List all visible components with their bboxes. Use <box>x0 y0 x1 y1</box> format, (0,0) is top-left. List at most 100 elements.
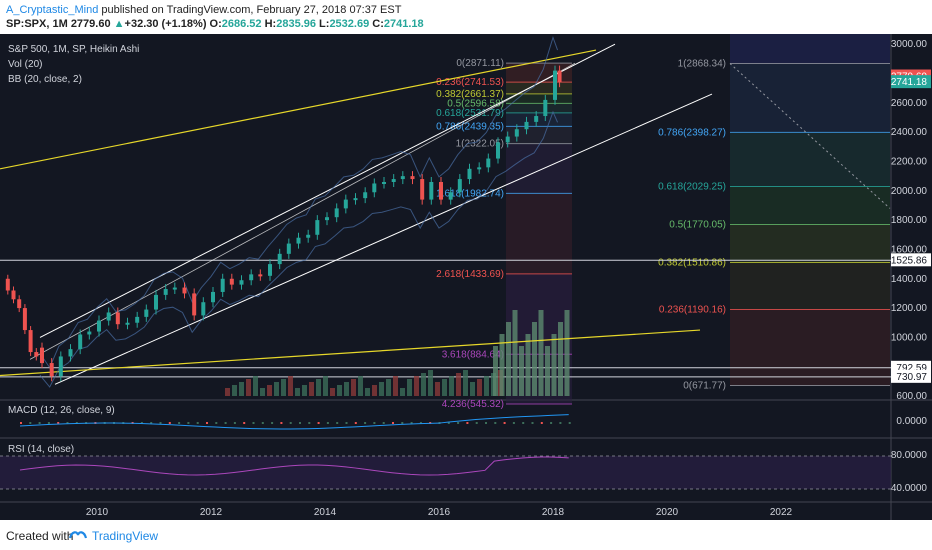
macd-histogram-bar <box>419 422 422 424</box>
candle-body <box>486 158 491 168</box>
macd-histogram-bar <box>215 422 218 424</box>
volume-bar <box>302 385 307 396</box>
volume-bar <box>225 388 230 396</box>
rsi-line <box>19 456 569 476</box>
macd-histogram-bar <box>364 422 367 424</box>
candle-body <box>28 330 33 353</box>
candle-body <box>135 316 140 323</box>
macd-histogram-bar <box>466 422 469 424</box>
close-label: C: <box>372 18 384 30</box>
macd-histogram-bar <box>47 422 50 424</box>
low-label: L: <box>319 18 330 30</box>
macd-histogram-bar <box>503 422 506 424</box>
volume-bar <box>558 322 563 396</box>
rsi-legend: RSI (14, close) <box>8 444 75 455</box>
volume-bar <box>449 376 454 396</box>
fib-level-label: 0.5(2596.58) <box>447 98 504 109</box>
tradingview-logo-icon <box>68 531 88 539</box>
candle-body <box>363 192 368 199</box>
volume-bar <box>400 388 405 396</box>
macd-histogram-bar <box>196 422 199 424</box>
trendline-upper <box>0 49 597 170</box>
price-chart[interactable]: 0(2871.11)0.236(2741.53)0.382(2661.37)0.… <box>0 34 932 520</box>
candle-body <box>343 199 348 209</box>
volume-bar <box>330 388 335 396</box>
tradingview-brand[interactable]: TradingView <box>92 529 159 543</box>
volume-bar <box>351 379 356 396</box>
macd-histogram-bar <box>38 422 41 424</box>
macd-histogram-bar <box>159 422 162 424</box>
candle-body <box>258 274 263 277</box>
publish-info: published on TradingView.com, February 2… <box>98 4 402 16</box>
volume-bar <box>372 385 377 396</box>
candle-body <box>439 182 443 200</box>
y-axis-tick-label: 1600.00 <box>891 244 928 255</box>
macd-histogram-bar <box>140 422 143 424</box>
candle-body <box>315 220 320 235</box>
fib-level-label: 2.618(1433.69) <box>436 269 504 280</box>
candle-body <box>144 309 149 317</box>
macd-histogram-bar <box>494 422 497 424</box>
fib-level-label: 3.618(884.64) <box>442 349 504 360</box>
macd-histogram-bar <box>382 422 385 424</box>
candle-body <box>11 290 16 300</box>
rsi-band <box>0 456 891 489</box>
candle-body <box>334 208 339 218</box>
volume-bar <box>288 376 293 396</box>
candle-body <box>457 179 462 193</box>
volume-bar <box>493 346 498 396</box>
fib-level-label: 0(671.77) <box>683 381 726 392</box>
y-axis-tick-label: 3000.00 <box>891 39 928 50</box>
trendline-lower <box>0 329 701 377</box>
symbol-label: SP:SPX, 1M <box>6 18 68 30</box>
y-axis-tick-label: 2600.00 <box>891 98 928 109</box>
projection-line <box>729 63 891 209</box>
fib-level-label: 0.618(2029.25) <box>658 182 726 193</box>
volume-bar <box>435 382 440 396</box>
volume-bar <box>463 370 468 396</box>
macd-histogram-bar <box>410 422 413 424</box>
candle-body <box>268 264 272 276</box>
fib-level-label: 0.236(2741.53) <box>436 77 504 88</box>
created-with-label: Created with <box>6 529 74 543</box>
candle-body <box>5 278 10 291</box>
footer: Created with TradingView <box>0 520 932 550</box>
high-label: H: <box>264 18 277 30</box>
fib-band-left <box>506 112 572 127</box>
fib-level-label: 1(2322.05) <box>456 139 504 150</box>
macd-histogram-bar <box>29 422 32 424</box>
candle-body <box>220 278 225 292</box>
macd-histogram-bar <box>271 422 274 424</box>
fib-level-label: 0.382(1510.86) <box>658 258 726 269</box>
candle-body <box>125 322 130 325</box>
candle-body <box>496 142 500 159</box>
chart-area[interactable]: 0(2871.11) 0.236(2741.53) 0.382(2661.37) 0.… <box>0 34 932 520</box>
fib-band-right <box>730 63 890 133</box>
volume-bar <box>337 385 342 396</box>
macd-histogram-bar <box>559 422 562 424</box>
candle-body <box>58 356 63 377</box>
candle-body <box>553 70 557 100</box>
candle-body <box>87 331 92 335</box>
series-legend-title: S&P 500, 1M, SP, Heikin Ashi <box>8 44 140 55</box>
y-axis-tick-label: 1000.00 <box>891 332 928 343</box>
price-tag-label: 1525.86 <box>891 255 928 266</box>
open-label: O: <box>209 18 222 30</box>
candle-body <box>477 167 482 170</box>
macd-histogram-bar <box>178 422 181 424</box>
y-axis-tick-label: 600.00 <box>896 391 927 402</box>
bollinger-legend: BB (20, close, 2) <box>8 74 82 85</box>
volume-bar <box>274 382 279 396</box>
author-link[interactable]: A_Cryptastic_Mind <box>6 4 99 16</box>
volume-bar <box>386 379 391 396</box>
macd-histogram-bar <box>512 422 515 424</box>
candle-body <box>557 70 562 83</box>
volume-bar <box>407 379 412 396</box>
macd-axis-label: 0.0000 <box>896 416 927 427</box>
macd-histogram-bar <box>224 422 227 424</box>
macd-histogram-bar <box>392 422 394 424</box>
volume-bar <box>393 376 398 396</box>
volume-bar <box>260 388 265 396</box>
price-tag-box <box>891 253 931 267</box>
macd-histogram-bar <box>317 422 320 424</box>
